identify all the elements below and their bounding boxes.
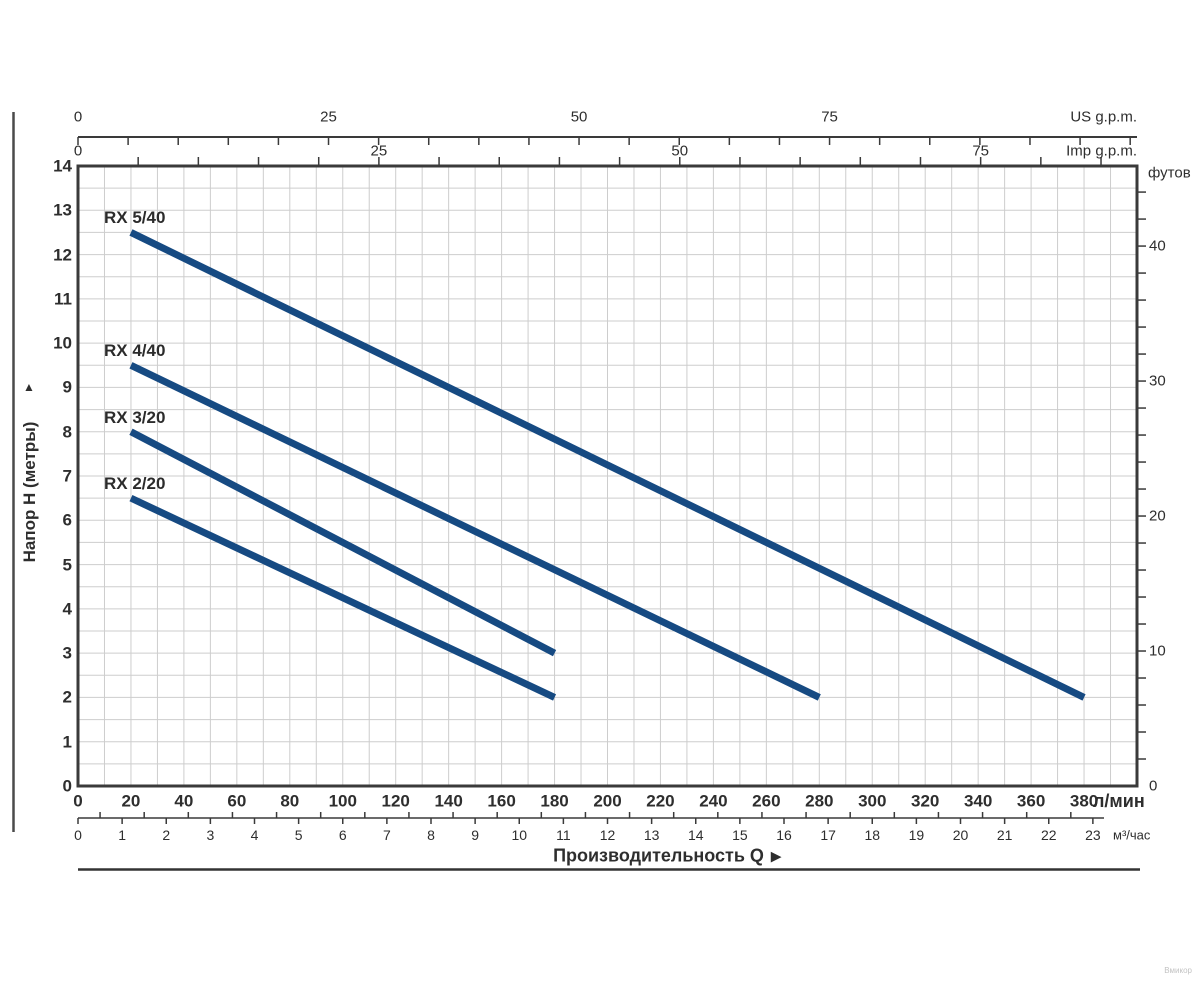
lpm-tick-label: 20 — [121, 791, 141, 811]
m3h-tick-label: 5 — [294, 827, 303, 843]
lpm-tick-label: 300 — [858, 791, 887, 811]
m3h-tick-label: 11 — [556, 827, 571, 843]
feet-tick-label: 30 — [1149, 372, 1166, 390]
m3h-tick-label: 20 — [952, 827, 969, 843]
m3h-tick-label: 10 — [511, 827, 528, 843]
meters-tick-label: 5 — [62, 555, 72, 575]
meters-tick-label: 4 — [62, 599, 72, 619]
lpm-tick-label: 220 — [646, 791, 675, 811]
lpm-axis-unit: л/мин — [1093, 791, 1145, 811]
m3h-tick-label: 0 — [74, 827, 82, 843]
m3h-tick-label: 9 — [471, 827, 480, 843]
m3h-tick-label: 14 — [687, 827, 704, 843]
lpm-tick-label: 260 — [752, 791, 781, 811]
lpm-tick-label: 280 — [805, 791, 834, 811]
m3h-tick-label: 8 — [427, 827, 435, 843]
m3h-tick-label: 18 — [864, 827, 881, 843]
lpm-tick-label: 120 — [381, 791, 410, 811]
pump-curve — [129, 229, 1086, 701]
lpm-tick-label: 380 — [1069, 791, 1099, 811]
y-axis-title: Напор H (метры) — [20, 421, 39, 563]
meters-tick-label: 7 — [62, 466, 72, 486]
lpm-tick-label: 140 — [434, 791, 463, 811]
lpm-tick-label: 160 — [487, 791, 516, 811]
meters-tick-label: 13 — [53, 200, 72, 220]
lpm-tick-label: 60 — [227, 791, 247, 811]
lpm-tick-label: 360 — [1016, 791, 1046, 811]
imp-gpm-tick-label: 0 — [73, 142, 83, 160]
pump-curve — [129, 362, 821, 701]
x-axis-title: Производительность Q ▶ — [553, 846, 781, 867]
meters-tick-label: 11 — [54, 289, 72, 309]
imp-gpm-tick-label: 25 — [370, 142, 388, 160]
m3h-tick-label: 16 — [776, 827, 792, 843]
lpm-tick-label: 180 — [540, 791, 569, 811]
pump-curve — [129, 428, 557, 657]
meters-tick-label: 10 — [53, 333, 72, 353]
meters-tick-label: 0 — [62, 776, 72, 796]
lpm-tick-label: 320 — [911, 791, 940, 811]
lpm-tick-label: 340 — [963, 791, 993, 811]
meters-tick-label: 3 — [62, 643, 72, 663]
lpm-tick-label: 240 — [699, 791, 728, 811]
m3h-tick-label: 23 — [1085, 827, 1101, 843]
imp-gpm-axis-unit: Imp g.p.m. — [1066, 142, 1137, 160]
m3h-tick-label: 12 — [599, 827, 616, 843]
series-label: RX 2/20 — [104, 474, 166, 494]
m3h-axis-unit: м³/час — [1113, 827, 1151, 843]
imp-gpm-tick-label: 75 — [972, 142, 989, 160]
us-gpm-tick-label: 25 — [320, 108, 337, 126]
m3h-tick-label: 13 — [643, 827, 660, 843]
m3h-tick-label: 2 — [162, 827, 171, 843]
m3h-tick-label: 15 — [732, 827, 748, 843]
feet-axis-unit: футов — [1148, 164, 1191, 182]
m3h-tick-label: 1 — [118, 827, 127, 843]
feet-tick-label: 10 — [1149, 642, 1166, 660]
meters-tick-label: 2 — [62, 687, 72, 707]
m3h-tick-label: 4 — [250, 827, 259, 843]
m3h-tick-label: 3 — [206, 827, 215, 843]
us-gpm-tick-label: 75 — [821, 108, 838, 126]
y-axis-arrow-icon: ▲ — [23, 380, 35, 394]
m3h-tick-label: 6 — [338, 827, 347, 843]
meters-tick-label: 9 — [62, 377, 72, 397]
lpm-tick-label: 0 — [73, 791, 83, 811]
lpm-tick-label: 40 — [174, 791, 194, 811]
feet-tick-label: 0 — [1149, 777, 1158, 795]
series-label: RX 4/40 — [104, 341, 166, 361]
imp-gpm-tick-label: 50 — [671, 142, 689, 160]
x-axis-title-text: Производительность Q — [553, 845, 764, 866]
meters-tick-label: 12 — [53, 245, 72, 265]
meters-tick-label: 14 — [53, 156, 72, 176]
meters-tick-label: 8 — [62, 422, 72, 442]
x-axis-arrow-icon: ▶ — [770, 848, 781, 864]
us-gpm-axis-unit: US g.p.m. — [1070, 108, 1137, 126]
m3h-tick-label: 17 — [820, 827, 836, 843]
watermark: Вмикор — [1164, 966, 1192, 975]
meters-tick-label: 1 — [62, 732, 72, 752]
m3h-tick-label: 22 — [1040, 827, 1057, 843]
m3h-tick-label: 7 — [382, 827, 391, 843]
feet-tick-label: 40 — [1149, 237, 1166, 255]
m3h-tick-label: 19 — [908, 827, 925, 843]
m3h-tick-label: 21 — [996, 827, 1013, 843]
us-gpm-tick-label: 0 — [73, 108, 83, 126]
pump-curve — [129, 494, 557, 701]
lpm-tick-label: 80 — [280, 791, 300, 811]
series-label: RX 3/20 — [104, 407, 166, 427]
lpm-tick-label: 200 — [593, 791, 622, 811]
meters-tick-label: 6 — [62, 510, 72, 530]
feet-tick-label: 20 — [1149, 507, 1166, 525]
lpm-tick-label: 100 — [328, 791, 357, 811]
series-label: RX 5/40 — [104, 208, 166, 228]
us-gpm-tick-label: 50 — [570, 108, 588, 126]
